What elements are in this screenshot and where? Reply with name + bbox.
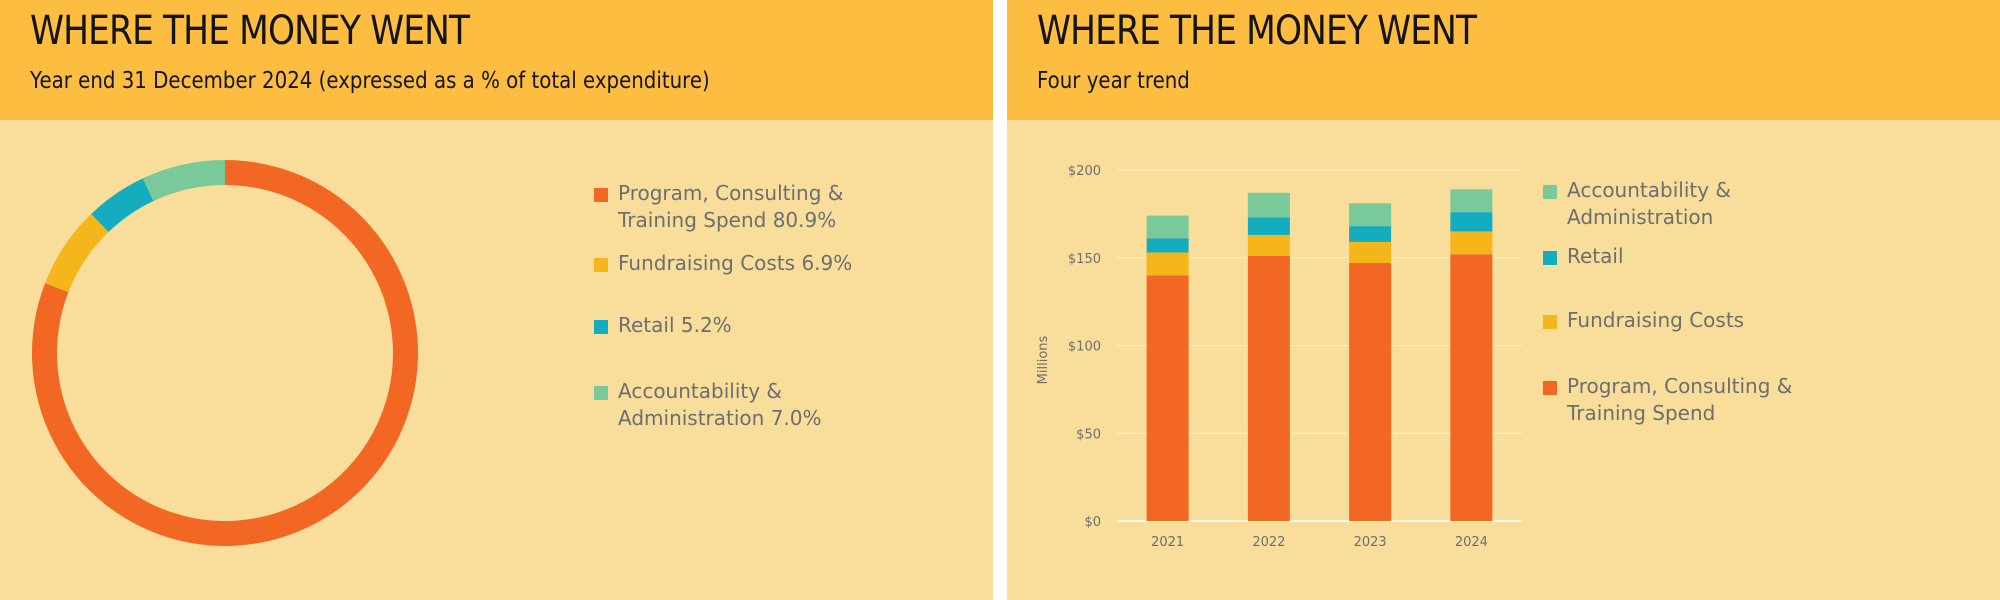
donut-slice-1 <box>45 213 109 293</box>
bar-segment <box>1450 254 1493 522</box>
left-subtitle: Year end 31 December 2024 (expressed as … <box>30 68 710 94</box>
bar-legend-item: Fundraising Costs <box>1543 307 1817 334</box>
legend-label: Program, Consulting & Training Spend <box>1567 374 1793 425</box>
bar-segment <box>1146 252 1189 276</box>
bar-segment <box>1146 215 1189 239</box>
y-tick-label: $0 <box>1084 515 1101 530</box>
bar-legend-item: Accountability & Administration <box>1543 177 1817 231</box>
legend-swatch <box>1543 185 1557 199</box>
bar-segment <box>1247 255 1290 521</box>
legend-label: Fundraising Costs 6.9% <box>618 251 853 275</box>
legend-swatch <box>594 258 608 272</box>
donut-legend-item: Accountability & Administration 7.0% <box>594 378 868 432</box>
legend-label: Program, Consulting & Training Spend 80.… <box>618 181 844 232</box>
bar-segment <box>1349 263 1392 521</box>
bar-segment <box>1349 203 1392 227</box>
x-tick-label: 2023 <box>1354 535 1387 550</box>
legend-label: Accountability & Administration 7.0% <box>618 379 822 430</box>
x-tick-label: 2024 <box>1455 535 1488 550</box>
bar-segment <box>1146 275 1189 521</box>
legend-swatch <box>1543 381 1557 395</box>
legend-swatch <box>594 386 608 400</box>
donut-chart <box>31 160 418 546</box>
right-subtitle: Four year trend <box>1037 68 1190 94</box>
bar-segment <box>1247 192 1290 218</box>
left-header: WHERE THE MONEY WENT Year end 31 Decembe… <box>0 0 993 120</box>
right-title: WHERE THE MONEY WENT <box>1037 8 1477 54</box>
legend-swatch <box>1543 315 1557 329</box>
bar-segment <box>1450 212 1493 232</box>
donut-legend-item: Program, Consulting & Training Spend 80.… <box>594 180 868 234</box>
donut-slice-3 <box>142 160 225 201</box>
left-panel: WHERE THE MONEY WENT Year end 31 Decembe… <box>0 0 993 600</box>
x-tick-label: 2021 <box>1151 535 1184 550</box>
legend-label: Accountability & Administration <box>1567 178 1732 229</box>
y-axis-label: Millions <box>1036 335 1051 384</box>
donut-slice-2 <box>91 178 154 232</box>
donut-legend-item: Retail 5.2% <box>594 312 868 339</box>
left-title: WHERE THE MONEY WENT <box>30 8 470 54</box>
bar-segment <box>1146 238 1189 253</box>
y-tick-label: $50 <box>1076 427 1101 442</box>
bar-segment <box>1450 189 1493 213</box>
donut-legend-item: Fundraising Costs 6.9% <box>594 250 868 277</box>
bar-segment <box>1247 217 1290 235</box>
legend-label: Retail 5.2% <box>618 313 732 337</box>
bar-segment <box>1349 226 1392 242</box>
bar-legend-item: Retail <box>1543 243 1817 270</box>
bar-legend-item: Program, Consulting & Training Spend <box>1543 373 1817 427</box>
x-tick-label: 2022 <box>1252 535 1285 550</box>
right-panel: WHERE THE MONEY WENT Four year trend $0 $… <box>1007 0 2000 600</box>
legend-swatch <box>594 188 608 202</box>
y-tick-label: $150 <box>1068 252 1101 267</box>
bar-segment <box>1349 241 1392 264</box>
legend-label: Retail <box>1567 244 1624 268</box>
right-header: WHERE THE MONEY WENT Four year trend <box>1007 0 2000 120</box>
y-tick-label: $100 <box>1068 340 1101 355</box>
legend-swatch <box>1543 251 1557 265</box>
legend-swatch <box>594 320 608 334</box>
bar-segment <box>1450 231 1493 255</box>
bar-segment <box>1247 234 1290 256</box>
legend-label: Fundraising Costs <box>1567 308 1745 332</box>
stacked-bar-chart: $0 $50 $100 $150 $200 Millions 2021 2022 2023 202… <box>1036 164 1522 550</box>
y-tick-label: $200 <box>1068 164 1101 179</box>
